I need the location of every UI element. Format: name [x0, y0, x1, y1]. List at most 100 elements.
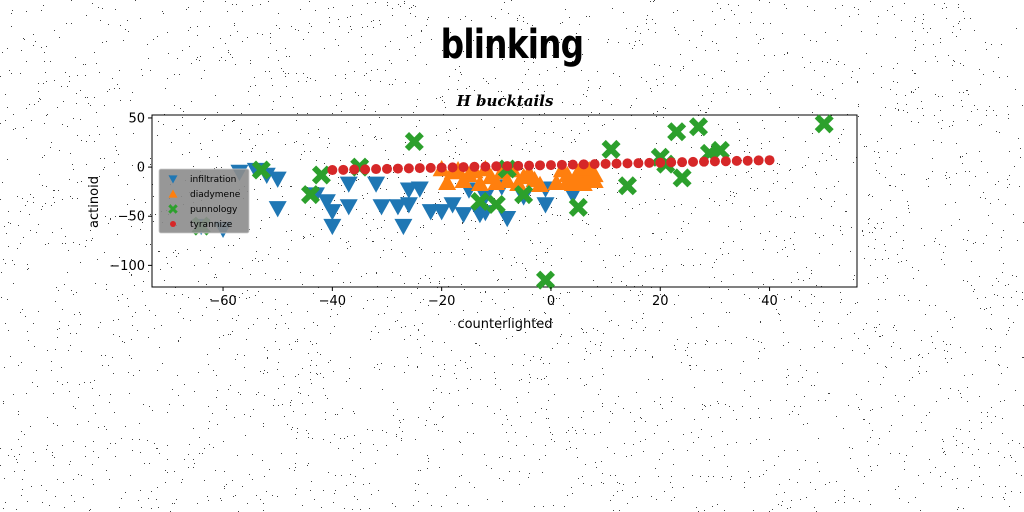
tyrannize-point	[403, 163, 414, 174]
punnology-point	[710, 140, 730, 160]
punnology-point	[470, 191, 490, 211]
x-tick-label: −40	[319, 294, 346, 309]
tyrannize-point	[447, 162, 458, 173]
diadymene-point	[498, 171, 517, 189]
infiltration-point	[410, 181, 429, 198]
tyrannize-point	[764, 155, 775, 166]
infiltration-point	[399, 182, 418, 199]
legend[interactable]: infiltration diadymene punnology tyrannize	[158, 168, 250, 234]
tyrannize-point	[327, 165, 338, 176]
infiltration-point	[563, 187, 582, 204]
infiltration-point	[323, 218, 342, 236]
punnology-point	[514, 185, 534, 205]
tyrannize-point	[567, 159, 578, 170]
infiltration-point	[339, 199, 358, 216]
tyrannize-point	[611, 158, 622, 169]
diadymene-point	[585, 165, 604, 183]
tyrannize-point	[578, 159, 589, 170]
x-tick-label: 20	[652, 294, 669, 309]
plot-area	[151, 114, 858, 288]
infiltration-point	[268, 171, 287, 188]
tyrannize-point	[360, 164, 371, 175]
infiltration-point	[536, 197, 555, 214]
x-tick-label: −20	[428, 294, 455, 309]
x-axis-label: counterlighted	[457, 317, 552, 332]
punnology-point	[601, 139, 621, 159]
tyrannize-point	[436, 162, 447, 173]
tyrannize-point	[556, 159, 567, 170]
tyrannize-point	[742, 155, 753, 166]
legend-box	[158, 168, 250, 234]
tyrannize-point	[480, 161, 491, 172]
tyrannize-point	[524, 160, 535, 171]
y-tick-label: −50	[118, 210, 145, 225]
punnology-point	[311, 165, 331, 185]
series-punnology	[191, 114, 834, 290]
punnology-point	[672, 168, 692, 188]
punnology-point	[535, 270, 555, 290]
tyrannize-point	[414, 163, 425, 174]
tyrannize-point	[655, 157, 666, 168]
y-axis-ticks: 50 0 −50 −100	[109, 111, 152, 274]
series-tyrannize	[327, 155, 775, 176]
x-axis-ticks: −60 −40 −20 0 20 40	[209, 287, 778, 309]
infiltration-point	[317, 194, 336, 211]
tyrannize-point	[688, 156, 699, 167]
infiltration-point	[399, 197, 418, 214]
y-axis-label: actinoid	[87, 176, 102, 228]
diadymene-point	[470, 174, 489, 191]
infiltration-point	[372, 199, 391, 216]
data-marks	[191, 114, 834, 290]
infiltration-point	[443, 197, 462, 214]
infiltration-point	[454, 207, 473, 224]
tyrannize-point	[513, 160, 524, 171]
punnology-point	[404, 132, 424, 152]
tyrannize-point	[469, 161, 480, 172]
tyrannize-point	[382, 163, 392, 174]
tyrannize-point	[371, 164, 382, 175]
tyrannize-point	[589, 159, 600, 170]
punnology-point	[617, 176, 637, 196]
tyrannize-point	[338, 164, 349, 175]
tyrannize-point	[458, 162, 469, 173]
punnology-point	[300, 185, 320, 205]
infiltration-point	[323, 204, 342, 221]
infiltration-point	[498, 211, 517, 228]
legend-marker-diadymene	[168, 189, 178, 198]
y-tick-label: 50	[128, 111, 145, 126]
punnology-point	[251, 160, 271, 180]
legend-marker-infiltration	[168, 175, 178, 184]
tyrannize-point	[600, 158, 611, 169]
legend-marker-punnology	[168, 204, 178, 214]
tyrannize-point	[535, 160, 546, 171]
tyrannize-point	[622, 158, 633, 169]
legend-label-diadymene: diadymene	[190, 190, 241, 200]
infiltration-point	[432, 204, 451, 221]
tyrannize-point	[709, 156, 720, 167]
tyrannize-point	[677, 157, 688, 168]
x-tick-label: −60	[209, 294, 236, 309]
tyrannize-point	[666, 157, 677, 168]
diadymene-point	[449, 161, 468, 178]
y-tick-label: −100	[109, 259, 145, 274]
tyrannize-point	[545, 160, 556, 171]
punnology-point	[689, 117, 709, 137]
legend-marker-tyrannize	[170, 221, 176, 227]
tyrannize-point	[644, 157, 655, 168]
punnology-point	[667, 122, 687, 142]
tyrannize-point	[731, 155, 742, 166]
tyrannize-point	[392, 163, 403, 174]
tyrannize-point	[491, 161, 502, 172]
tyrannize-point	[502, 161, 513, 172]
infiltration-point	[388, 199, 407, 216]
diadymene-point	[438, 173, 457, 191]
infiltration-point	[394, 218, 413, 236]
plot-frame	[151, 114, 858, 288]
y-tick-label: 0	[137, 161, 145, 176]
chart-title: H bucktails	[456, 92, 554, 110]
tyrannize-point	[425, 162, 436, 173]
tyrannize-point	[720, 156, 731, 167]
tyrannize-point	[698, 156, 709, 167]
x-tick-label: 40	[761, 294, 778, 309]
punnology-point	[568, 197, 588, 217]
